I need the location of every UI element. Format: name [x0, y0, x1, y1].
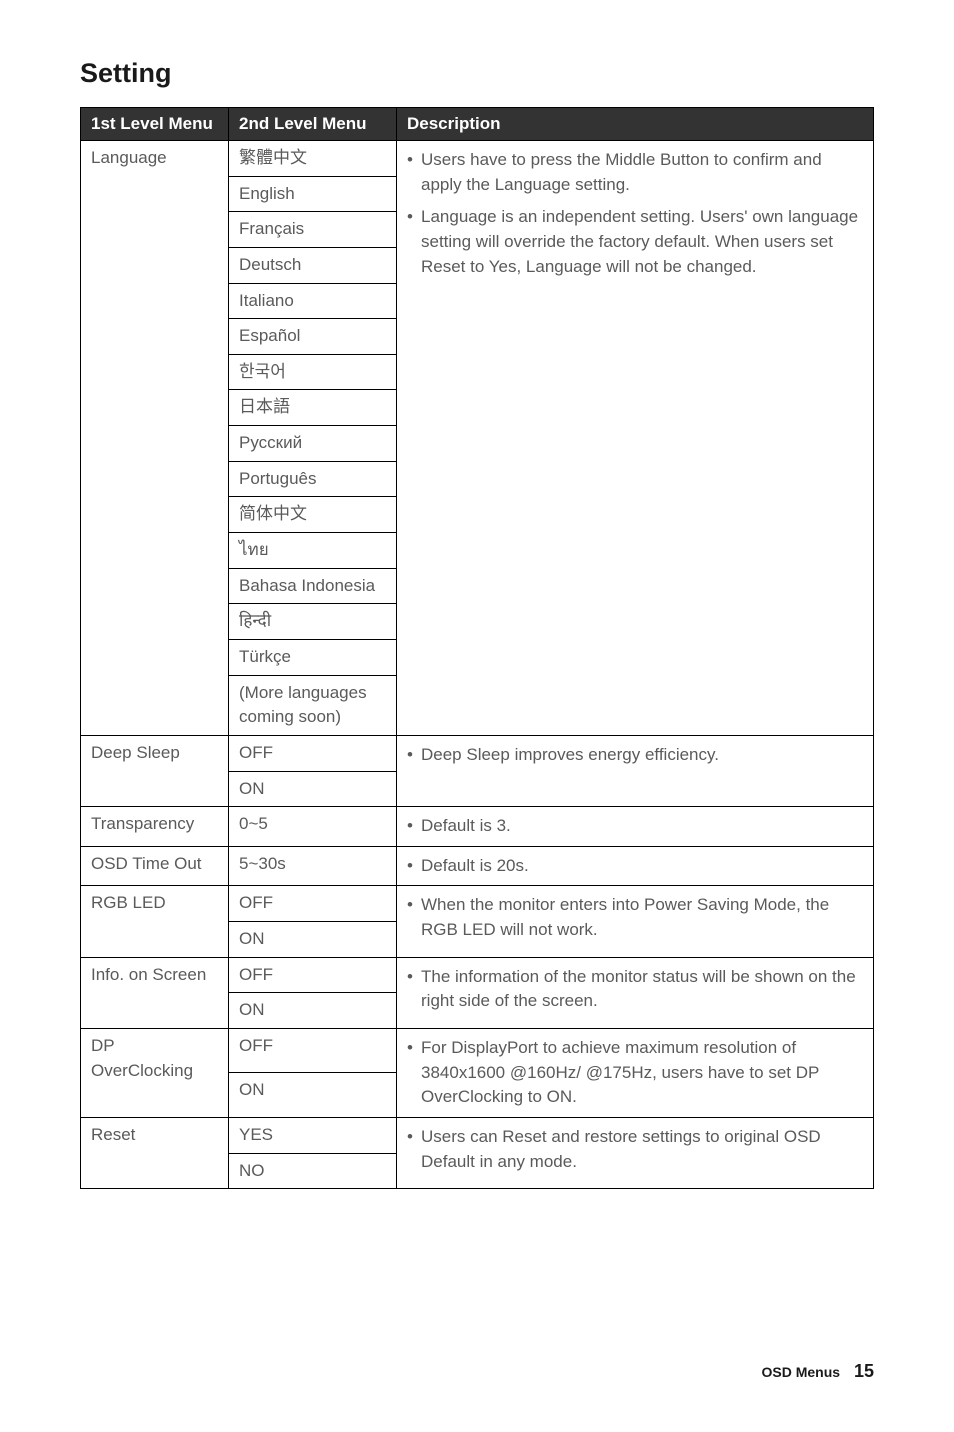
- lang-opt-2: Français: [229, 212, 397, 248]
- lang-opt-8: Русский: [229, 426, 397, 462]
- reset-no: NO: [229, 1153, 397, 1189]
- header-col1: 1st Level Menu: [81, 108, 229, 141]
- header-col2: 2nd Level Menu: [229, 108, 397, 141]
- language-label: Language: [81, 141, 229, 736]
- lang-desc-1: Users have to press the Middle Button to…: [407, 148, 863, 197]
- reset-desc-text: Users can Reset and restore settings to …: [407, 1125, 863, 1174]
- transparency-opt: 0~5: [229, 807, 397, 847]
- lang-opt-5: Español: [229, 319, 397, 355]
- info-off: OFF: [229, 957, 397, 993]
- info-on: ON: [229, 993, 397, 1029]
- rgbled-desc-text: When the monitor enters into Power Savin…: [407, 893, 863, 942]
- rgbled-on: ON: [229, 922, 397, 958]
- page-footer: OSD Menus 15: [762, 1361, 875, 1382]
- lang-desc-2: Language is an independent setting. User…: [407, 205, 863, 279]
- osdtimeout-desc-text: Default is 20s.: [407, 854, 863, 879]
- deepsleep-off: OFF: [229, 735, 397, 771]
- info-desc-text: The information of the monitor status wi…: [407, 965, 863, 1014]
- settings-table: 1st Level Menu 2nd Level Menu Descriptio…: [80, 107, 874, 1189]
- header-col3: Description: [397, 108, 874, 141]
- dpoc-on: ON: [229, 1073, 397, 1117]
- language-desc: Users have to press the Middle Button to…: [397, 141, 874, 736]
- rgbled-label: RGB LED: [81, 886, 229, 957]
- osdtimeout-label: OSD Time Out: [81, 846, 229, 886]
- transparency-desc: Default is 3.: [397, 807, 874, 847]
- transparency-desc-text: Default is 3.: [407, 814, 863, 839]
- lang-opt-10: 简体中文: [229, 497, 397, 533]
- lang-opt-7: 日本語: [229, 390, 397, 426]
- osdtimeout-desc: Default is 20s.: [397, 846, 874, 886]
- deepsleep-desc-text: Deep Sleep improves energy efficiency.: [407, 743, 863, 768]
- lang-opt-0: 繁體中文: [229, 141, 397, 177]
- lang-opt-3: Deutsch: [229, 247, 397, 283]
- reset-desc: Users can Reset and restore settings to …: [397, 1117, 874, 1188]
- dpoc-off: OFF: [229, 1029, 397, 1073]
- lang-opt-6: 한국어: [229, 354, 397, 390]
- lang-opt-15: (More languages coming soon): [229, 675, 397, 735]
- dpoc-desc-text: For DisplayPort to achieve maximum resol…: [407, 1036, 863, 1110]
- dpoc-label-1: DP: [91, 1036, 115, 1055]
- lang-opt-12: Bahasa Indonesia: [229, 568, 397, 604]
- lang-opt-1: English: [229, 176, 397, 212]
- dpoc-label: DP OverClocking: [81, 1029, 229, 1118]
- dpoc-desc: For DisplayPort to achieve maximum resol…: [397, 1029, 874, 1118]
- lang-opt-14: Türkçe: [229, 639, 397, 675]
- section-title: Setting: [80, 58, 874, 89]
- lang-opt-11: ไทย: [229, 533, 397, 569]
- transparency-label: Transparency: [81, 807, 229, 847]
- lang-opt-13: हिन्दी: [229, 604, 397, 640]
- info-label: Info. on Screen: [81, 957, 229, 1028]
- reset-label: Reset: [81, 1117, 229, 1188]
- lang-opt-4: Italiano: [229, 283, 397, 319]
- lang-opt-9: Português: [229, 461, 397, 497]
- reset-yes: YES: [229, 1117, 397, 1153]
- osdtimeout-opt: 5~30s: [229, 846, 397, 886]
- info-desc: The information of the monitor status wi…: [397, 957, 874, 1028]
- dpoc-label-2: OverClocking: [91, 1061, 193, 1080]
- deepsleep-desc: Deep Sleep improves energy efficiency.: [397, 735, 874, 806]
- rgbled-desc: When the monitor enters into Power Savin…: [397, 886, 874, 957]
- deepsleep-on: ON: [229, 771, 397, 807]
- rgbled-off: OFF: [229, 886, 397, 922]
- deepsleep-label: Deep Sleep: [81, 735, 229, 806]
- footer-label: OSD Menus: [762, 1364, 841, 1380]
- footer-page: 15: [854, 1361, 874, 1381]
